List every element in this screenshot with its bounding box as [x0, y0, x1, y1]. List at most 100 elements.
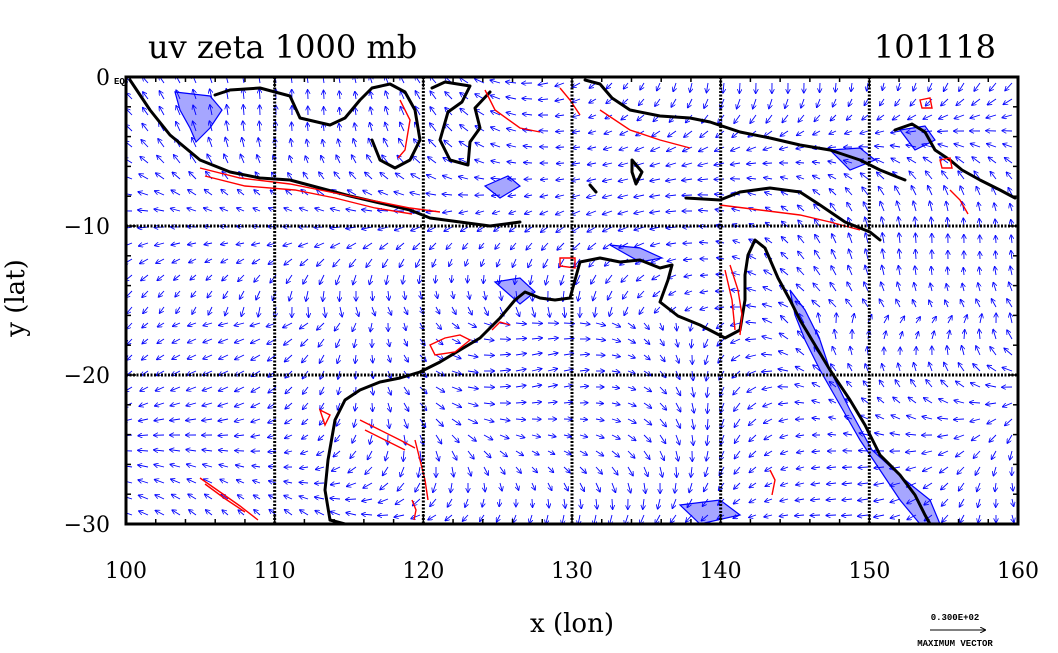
wind-vector: [1011, 251, 1012, 260]
wind-vector: [513, 258, 517, 267]
wind-vector: [881, 282, 884, 292]
wind-vector: [515, 385, 526, 387]
wind-vector: [898, 82, 900, 90]
wind-vector: [403, 450, 404, 461]
wind-vector: [139, 511, 149, 516]
wind-vector: [219, 435, 229, 436]
wind-vector: [715, 163, 725, 165]
wind-vector: [142, 290, 149, 297]
wind-vector: [444, 158, 453, 164]
wind-vector: [611, 466, 618, 475]
wind-vector: [140, 258, 149, 264]
wind-vector: [667, 146, 677, 151]
wind-vector: [338, 370, 340, 379]
wind-vector: [865, 364, 868, 372]
wind-vector: [780, 419, 789, 421]
wind-vector: [587, 210, 597, 215]
wind-vector: [467, 306, 472, 315]
wind-vector: [992, 450, 997, 459]
wind-vector: [827, 499, 837, 500]
wind-vector: [475, 177, 485, 179]
wind-vector: [384, 139, 389, 148]
wind-vector: [444, 226, 453, 231]
wind-vector: [531, 466, 537, 472]
wind-vector: [138, 227, 149, 228]
wind-vector: [372, 354, 373, 362]
wind-vector: [682, 195, 693, 196]
wind-vector: [370, 123, 372, 132]
wind-vector: [475, 79, 485, 84]
wind-vector: [970, 402, 981, 403]
wind-vector: [637, 274, 645, 281]
wind-vector: [286, 386, 293, 393]
wind-vector: [435, 434, 441, 443]
wind-vector: [797, 467, 805, 469]
wind-vector: [530, 274, 532, 284]
wind-vector: [539, 99, 549, 100]
wind-vector: [370, 274, 373, 284]
wind-vector: [483, 419, 493, 422]
wind-vector: [170, 450, 181, 451]
wind-vector: [251, 323, 261, 326]
wind-vector: [243, 89, 244, 100]
wind-vector: [541, 195, 549, 197]
wind-vector: [676, 322, 677, 330]
wind-vector: [956, 450, 965, 457]
wind-vector: [541, 179, 549, 180]
wind-vector: [603, 210, 613, 214]
wind-vector: [993, 283, 996, 292]
wind-vector: [235, 419, 245, 422]
wind-vector: [831, 204, 837, 212]
wind-vector: [548, 482, 552, 490]
wind-vector: [497, 258, 500, 266]
wind-vector: [813, 190, 821, 196]
wind-vector: [1009, 283, 1012, 292]
wind-vector: [317, 450, 325, 455]
wind-vector: [435, 402, 444, 409]
wind-vector: [829, 147, 837, 148]
wind-vector: [974, 450, 981, 458]
wind-vector: [899, 250, 900, 260]
wind-vector: [780, 435, 789, 438]
wind-vector: [956, 157, 965, 164]
wind-vector: [1005, 158, 1013, 164]
wind-vector: [449, 258, 452, 266]
wind-vector: [563, 482, 568, 491]
wind-vector: [338, 139, 340, 148]
wind-vector: [987, 418, 997, 424]
wind-vector: [172, 495, 181, 500]
wind-vector: [515, 435, 524, 438]
wind-vector: [604, 242, 613, 249]
wind-vector: [643, 386, 651, 391]
wind-vector: [701, 291, 709, 292]
wind-vector: [779, 369, 789, 371]
wind-vector: [370, 434, 372, 444]
wind-vector: [483, 403, 494, 404]
wind-vector: [639, 306, 645, 314]
wind-vector: [532, 482, 535, 490]
wind-vector: [491, 161, 501, 163]
wind-vector: [367, 155, 373, 164]
wind-vector: [798, 114, 805, 122]
wind-vector: [482, 498, 484, 507]
wind-vector: [991, 172, 997, 180]
wind-vector: [938, 435, 949, 437]
wind-vector: [643, 402, 651, 408]
wind-vector: [336, 338, 341, 347]
wind-vector: [627, 450, 635, 458]
wind-vector: [587, 195, 597, 198]
wind-vector: [675, 386, 680, 395]
wind-vector: [1010, 267, 1012, 276]
wind-vector: [860, 131, 869, 134]
wind-vector: [779, 351, 789, 356]
wind-vector: [813, 418, 821, 419]
wind-vector: [186, 450, 197, 451]
wind-vector: [762, 371, 773, 372]
wind-vector: [595, 306, 596, 317]
wind-vector: [467, 274, 468, 282]
wind-vector: [530, 514, 533, 523]
wind-vector: [859, 467, 869, 468]
wind-vector: [827, 483, 837, 484]
wind-vector: [307, 123, 308, 132]
wind-vector: [140, 403, 149, 406]
